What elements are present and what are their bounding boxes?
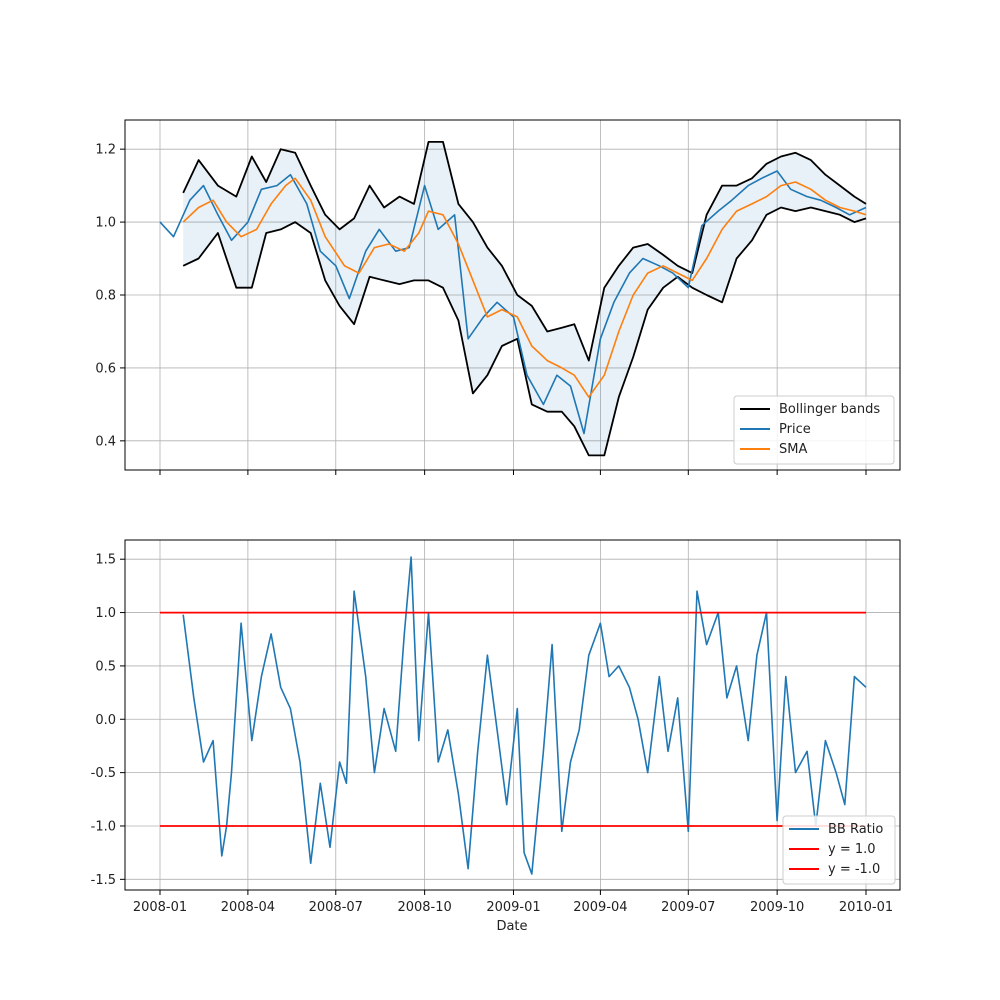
legend-label-ratio: BB Ratio xyxy=(828,822,883,837)
y-tick-label: 0.6 xyxy=(95,361,116,376)
y-tick-label: -1.0 xyxy=(91,819,116,834)
bb-ratio-line xyxy=(182,556,867,875)
x-tick-label: 2009-04 xyxy=(573,900,627,915)
legend-label-price: Price xyxy=(779,422,811,437)
bollinger-upper-line xyxy=(182,140,867,362)
legend-label-sma: SMA xyxy=(779,442,807,457)
x-tick-label: 2008-07 xyxy=(309,900,363,915)
bb-ratio-panel: 2008-01 2008-04 2008-07 2008-10 2009-01 2009-… xyxy=(91,539,901,934)
bollinger-band-fill xyxy=(183,141,866,456)
legend-box xyxy=(733,395,895,465)
y-tick-label: 0.4 xyxy=(95,434,116,449)
ratio-series-group xyxy=(160,556,867,875)
y-tick-label: 0.0 xyxy=(95,713,116,728)
y-tick-label: 1.0 xyxy=(95,606,116,621)
price-series-group xyxy=(159,140,867,457)
axis-ticks: 2008-01 2008-04 2008-07 2008-10 2009-01 2009-… xyxy=(91,553,894,915)
x-axis-title: Date xyxy=(496,919,527,934)
legend-label-upper: y = 1.0 xyxy=(828,842,876,857)
y-tick-label: 0.8 xyxy=(95,289,116,304)
y-tick-label: 1.5 xyxy=(95,553,116,568)
x-tick-label: 2008-01 xyxy=(133,900,187,915)
x-tick-label: 2008-10 xyxy=(397,900,451,915)
x-tick-label: 2009-10 xyxy=(750,900,804,915)
price-line xyxy=(159,170,867,435)
sma-line xyxy=(182,177,867,398)
x-tick-label: 2010-01 xyxy=(839,900,893,915)
legend: BB Ratio y = 1.0 y = -1.0 xyxy=(782,815,896,885)
legend-label-lower: y = -1.0 xyxy=(828,862,880,877)
axes-frame xyxy=(124,539,901,891)
y-tick-label: 1.0 xyxy=(95,216,116,231)
x-tick-label: 2008-04 xyxy=(221,900,275,915)
axis-ticks: 0.4 0.6 0.8 1.0 1.2 xyxy=(95,143,867,475)
legend-label-bands: Bollinger bands xyxy=(779,402,880,417)
price-bollinger-panel: 0.4 0.6 0.8 1.0 1.2 Bollinger bands Price SM… xyxy=(95,119,901,475)
legend-box xyxy=(782,815,896,885)
y-tick-label: 1.2 xyxy=(95,143,116,158)
y-tick-label: -0.5 xyxy=(91,766,116,781)
legend: Bollinger bands Price SMA xyxy=(733,395,895,465)
x-tick-label: 2009-07 xyxy=(661,900,715,915)
bollinger-lower-line xyxy=(182,206,867,457)
y-tick-label: 0.5 xyxy=(95,659,116,674)
y-tick-label: -1.5 xyxy=(91,873,116,888)
x-tick-label: 2009-01 xyxy=(486,900,540,915)
